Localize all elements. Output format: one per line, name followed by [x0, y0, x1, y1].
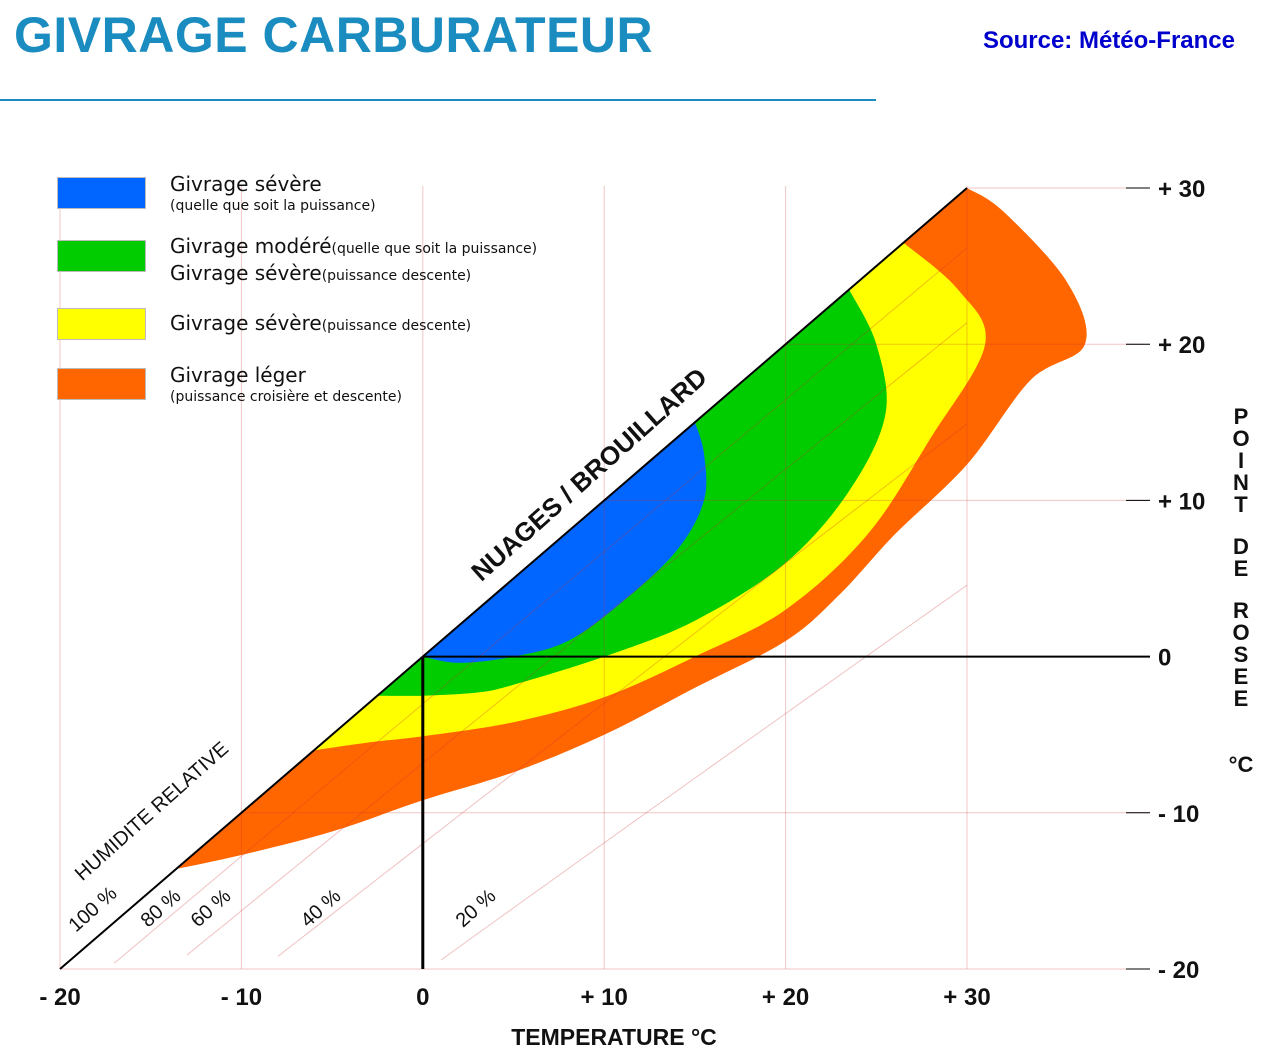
page-title: GIVRAGE CARBURATEUR: [14, 7, 654, 63]
humidity-label-60: 60 %: [187, 885, 236, 932]
humidity-label-100: 100 %: [65, 882, 122, 936]
x-tick-label: - 20: [39, 984, 80, 1011]
y-axis-label-char: E: [1234, 664, 1249, 689]
x-tick-label: - 10: [221, 984, 262, 1011]
legend-swatch-green: [57, 240, 146, 272]
y-axis-label-char: T: [1234, 492, 1248, 517]
legend-label: Givrage modéré: [170, 234, 332, 258]
legend-label: Givrage sévère: [170, 311, 322, 335]
y-axis-label-char: R: [1233, 598, 1249, 623]
y-axis-label-char: O: [1232, 426, 1249, 451]
rh-curve-20: [440, 584, 968, 961]
x-tick-label: + 10: [581, 984, 628, 1011]
y-axis-label-char: E: [1234, 556, 1249, 581]
x-tick-label: + 30: [943, 984, 990, 1011]
rh-curve-80: [114, 247, 968, 964]
source-credit: Source: Météo-France: [982, 27, 1235, 54]
humidity-label-80: 80 %: [137, 885, 186, 932]
legend-label: Givrage sévère: [170, 261, 322, 285]
legend-note: (quelle que soit la puissance): [331, 241, 538, 257]
legend-note: (puissance croisière et descente): [170, 389, 402, 405]
x-tick-label: 0: [416, 984, 429, 1011]
legend-label: Givrage sévère: [170, 172, 322, 196]
y-axis-label-char: P: [1234, 404, 1249, 429]
x-axis-label: TEMPERATURE °C: [511, 1024, 717, 1050]
y-tick-label: - 20: [1158, 957, 1199, 984]
humidity-label-20: 20 %: [452, 885, 501, 932]
icing-regions: [176, 188, 1087, 869]
y-tick-label: + 20: [1158, 332, 1205, 359]
humidity-curves: [114, 247, 968, 964]
chart-axes: [59, 187, 1150, 970]
y-axis-label-unit: °C: [1229, 752, 1254, 777]
y-tick-label: + 10: [1158, 488, 1205, 515]
title-divider: [0, 99, 876, 101]
humidity-label-40: 40 %: [297, 885, 346, 932]
legend-note: (puissance descente): [321, 268, 472, 284]
legend-note: (puissance descente): [321, 318, 472, 334]
y-tick-label: - 10: [1158, 801, 1199, 828]
y-axis-label-char: E: [1234, 686, 1249, 711]
legend-swatch-orange: [57, 368, 146, 400]
y-axis-label-char: S: [1234, 642, 1249, 667]
y-axis-label-char: N: [1233, 470, 1249, 495]
legend-swatch-blue: [57, 177, 146, 209]
y-axis-label-char: D: [1233, 534, 1249, 559]
y-axis-label-char: O: [1232, 620, 1249, 645]
y-tick-label: + 30: [1158, 176, 1205, 203]
legend-note: (quelle que soit la puissance): [170, 198, 376, 214]
y-tick-label: 0: [1158, 645, 1171, 672]
x-tick-label: + 20: [762, 984, 809, 1011]
y-axis-label-char: I: [1238, 448, 1244, 473]
rh-curve-60: [186, 322, 968, 956]
humidity-axis-label: HUMIDITE RELATIVE: [71, 738, 233, 886]
legend-label: Givrage léger: [170, 363, 306, 387]
icing-region-4: [422, 422, 707, 663]
saturation-line: [59, 187, 968, 970]
legend-swatch-yellow: [57, 308, 146, 340]
rh-curve-40: [277, 423, 968, 957]
